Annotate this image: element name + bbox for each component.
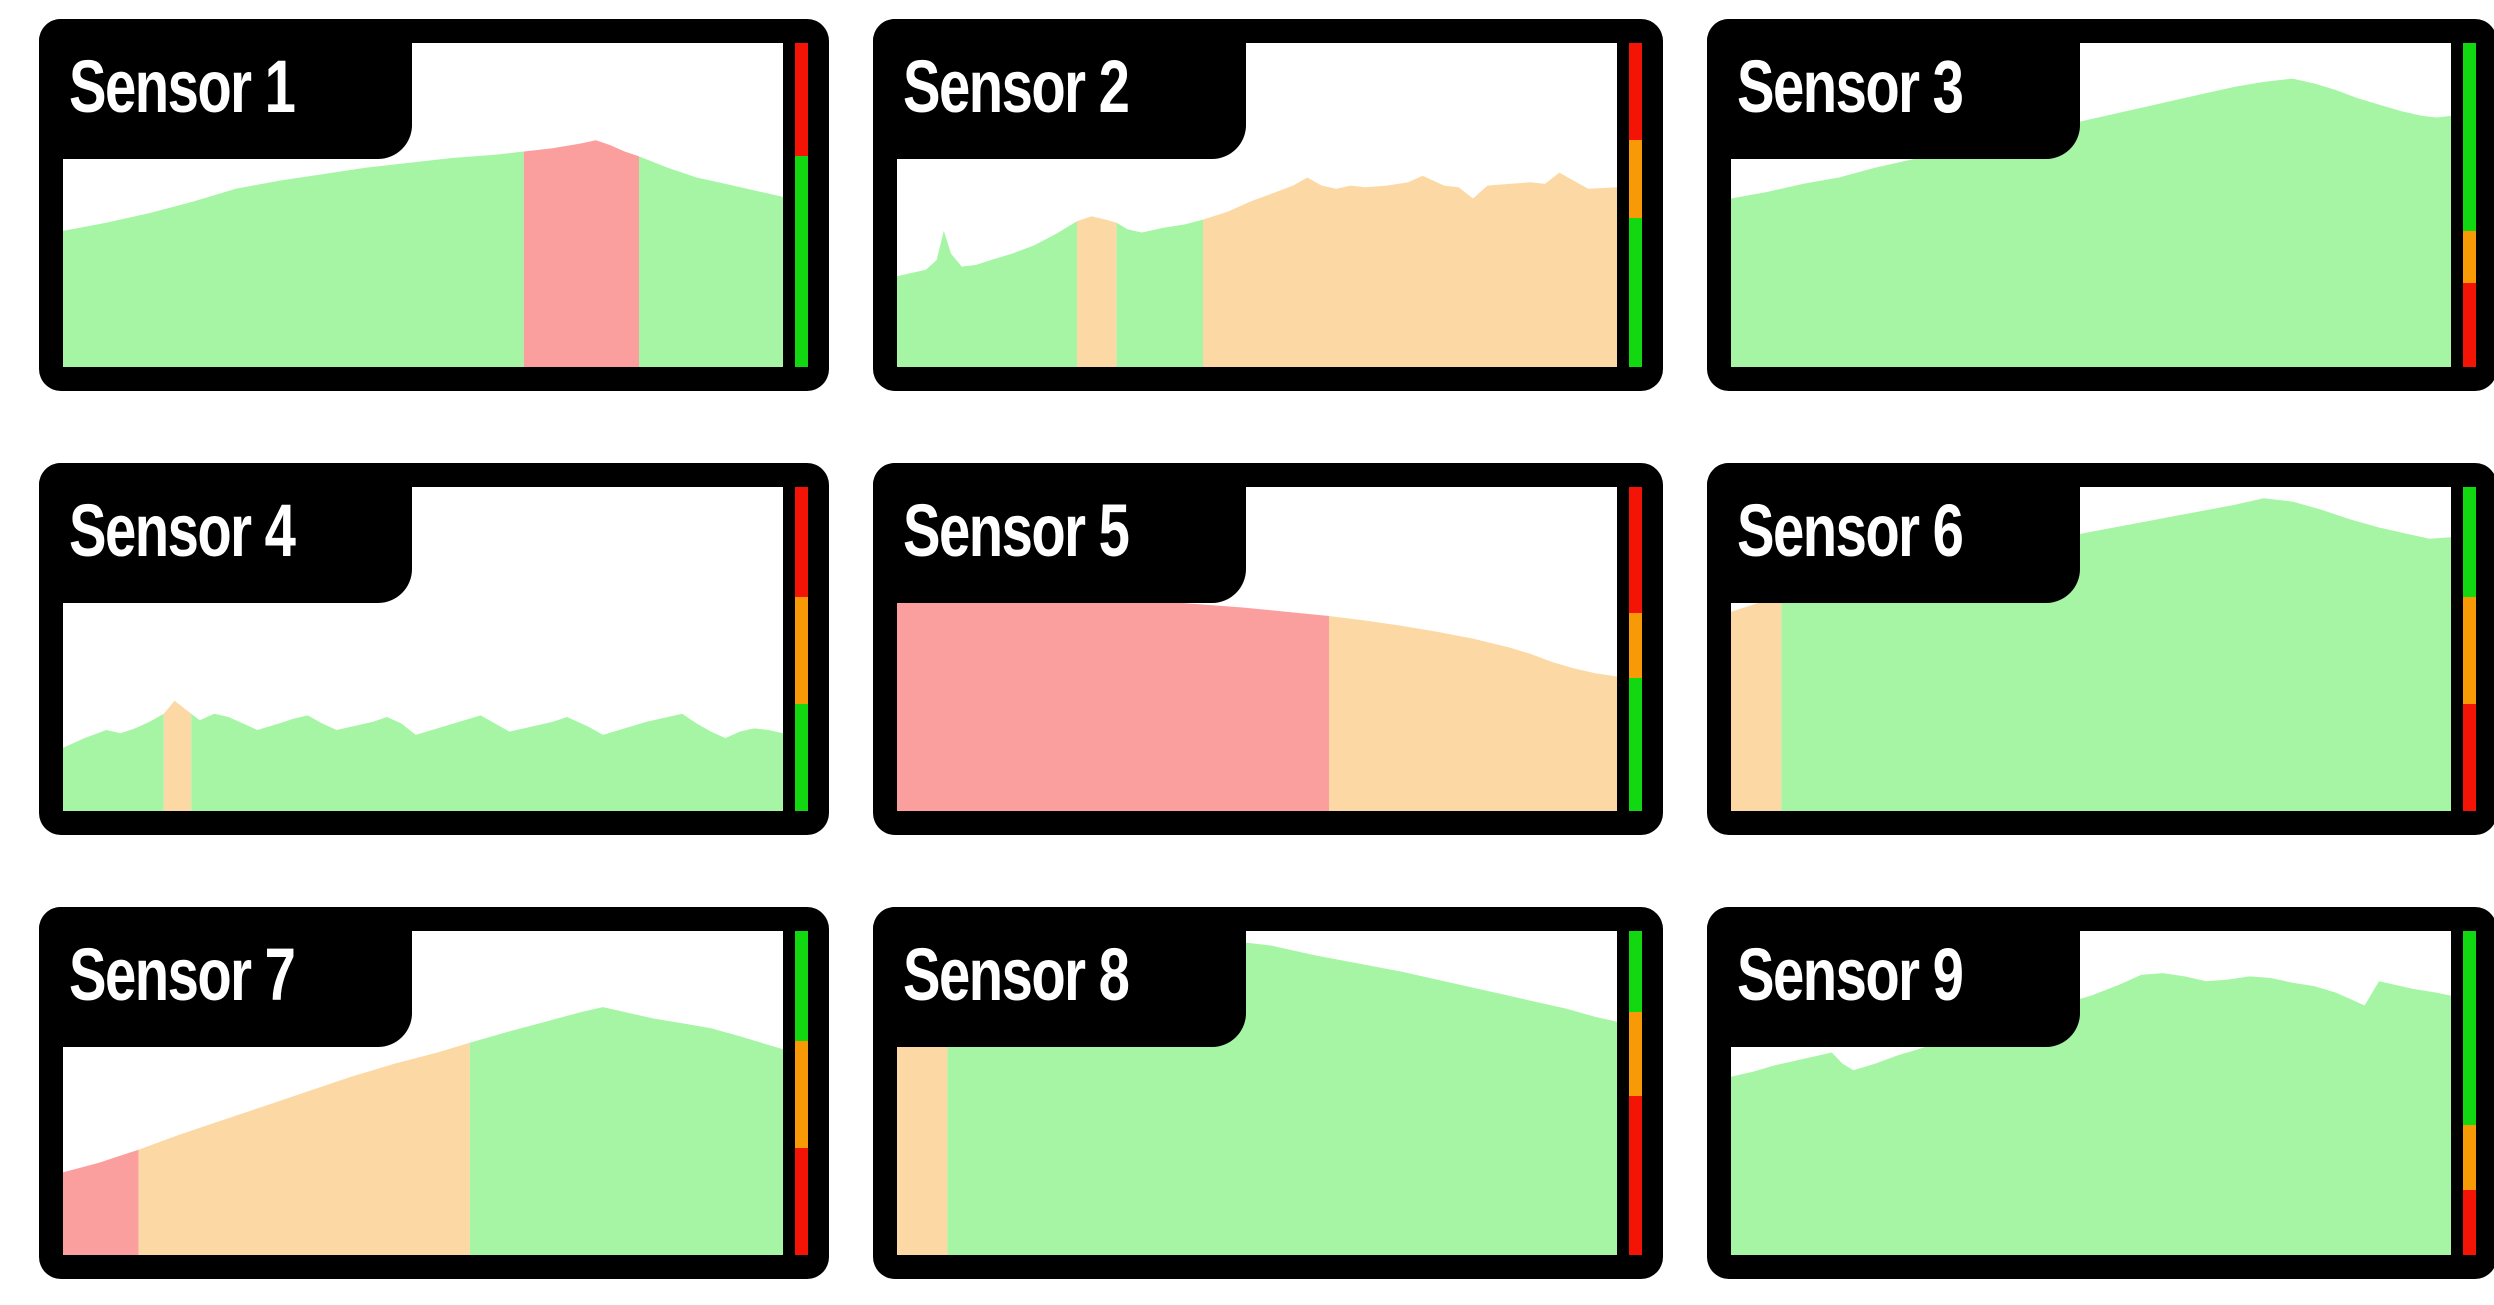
threshold-strip — [2463, 43, 2476, 367]
strip-zone-red — [2463, 282, 2476, 367]
area-chart-container — [63, 931, 783, 1255]
panel-title: Sensor 8 — [903, 932, 1130, 1016]
panel-title: Sensor 1 — [69, 44, 296, 128]
area-chart — [63, 1007, 783, 1255]
area-segment-red — [897, 590, 1329, 811]
panel-title-plate: Sensor 2 — [873, 19, 1246, 159]
area-chart — [897, 172, 1617, 367]
area-segment-green — [1731, 973, 2451, 1255]
panel-title: Sensor 5 — [903, 488, 1130, 572]
panel-title-plate: Sensor 4 — [39, 463, 412, 603]
panel-title-plate: Sensor 9 — [1707, 907, 2080, 1047]
strip-zone-green — [2463, 43, 2476, 231]
area-chart-container — [63, 43, 783, 367]
strip-zone-red — [1629, 43, 1642, 141]
strip-zone-orange — [1629, 140, 1642, 218]
area-segment-green — [639, 156, 783, 367]
area-chart-container — [897, 43, 1617, 367]
panel-title-plate: Sensor 8 — [873, 907, 1246, 1047]
sensor-panel-8[interactable]: Sensor 8 — [873, 907, 1663, 1279]
panel-title: Sensor 2 — [903, 44, 1130, 128]
strip-zone-green — [2463, 487, 2476, 598]
strip-zone-orange — [795, 1041, 808, 1149]
sensor-panel-2[interactable]: Sensor 2 — [873, 19, 1663, 391]
strip-zone-red — [795, 1148, 808, 1255]
strip-zone-red — [2463, 1190, 2476, 1255]
strip-zone-red — [1629, 487, 1642, 614]
area-chart — [1731, 78, 2451, 367]
area-chart — [63, 700, 783, 811]
sensor-panel-4[interactable]: Sensor 4 — [39, 463, 829, 835]
area-segment-green — [191, 713, 783, 811]
area-segment-orange — [1203, 172, 1617, 367]
area-chart — [1731, 973, 2451, 1255]
panel-title: Sensor 9 — [1737, 932, 1964, 1016]
panel-title: Sensor 3 — [1737, 44, 1964, 128]
area-segment-orange — [897, 1029, 948, 1255]
strip-zone-green — [795, 704, 808, 811]
strip-zone-orange — [1629, 1012, 1642, 1097]
strip-zone-red — [795, 487, 808, 598]
area-segment-green — [63, 151, 524, 367]
area-chart-container — [897, 931, 1617, 1255]
area-segment-red — [63, 1149, 139, 1255]
threshold-strip — [795, 487, 808, 811]
area-segment-orange — [1731, 595, 1782, 811]
area-segment-green — [63, 713, 164, 811]
area-segment-green — [897, 221, 1077, 367]
threshold-strip — [1629, 43, 1642, 368]
panel-title-plate: Sensor 5 — [873, 463, 1246, 603]
strip-zone-green — [795, 931, 808, 1042]
area-segment-orange — [163, 700, 192, 811]
threshold-strip — [795, 931, 808, 1255]
threshold-strip — [1629, 931, 1642, 1255]
sensor-panel-3[interactable]: Sensor 3 — [1707, 19, 2494, 391]
area-segment-green — [1731, 78, 2451, 367]
strip-zone-orange — [2463, 597, 2476, 705]
strip-zone-orange — [1629, 613, 1642, 679]
threshold-strip — [2463, 487, 2476, 811]
area-segment-orange — [138, 1042, 470, 1255]
panel-title: Sensor 6 — [1737, 488, 1964, 572]
area-segment-green — [1116, 219, 1203, 367]
area-chart — [63, 140, 783, 367]
strip-zone-green — [1629, 931, 1642, 1012]
area-segment-red — [523, 140, 639, 367]
sensor-panel-5[interactable]: Sensor 5 — [873, 463, 1663, 835]
strip-zone-green — [1629, 678, 1642, 811]
sensor-panel-7[interactable]: Sensor 7 — [39, 907, 829, 1279]
area-segment-orange — [1329, 616, 1617, 811]
strip-zone-green — [2463, 931, 2476, 1126]
threshold-strip — [2463, 931, 2476, 1255]
panel-title-plate: Sensor 3 — [1707, 19, 2080, 159]
sensor-panel-1[interactable]: Sensor 1 — [39, 19, 829, 391]
strip-zone-red — [795, 43, 808, 157]
sensor-panel-6[interactable]: Sensor 6 — [1707, 463, 2494, 835]
panel-title-plate: Sensor 6 — [1707, 463, 2080, 603]
area-segment-orange — [1077, 216, 1117, 367]
area-chart — [897, 590, 1617, 811]
area-chart-container — [897, 487, 1617, 811]
threshold-strip — [1629, 487, 1642, 811]
strip-zone-orange — [795, 597, 808, 705]
panel-title: Sensor 7 — [69, 932, 296, 1016]
strip-zone-green — [1629, 217, 1642, 368]
panel-title-plate: Sensor 1 — [39, 19, 412, 159]
strip-zone-orange — [2463, 230, 2476, 283]
sensor-panel-9[interactable]: Sensor 9 — [1707, 907, 2494, 1279]
panel-title: Sensor 4 — [69, 488, 296, 572]
strip-zone-orange — [2463, 1125, 2476, 1191]
strip-zone-red — [2463, 704, 2476, 811]
area-segment-green — [469, 1007, 783, 1255]
strip-zone-red — [1629, 1096, 1642, 1255]
panel-title-plate: Sensor 7 — [39, 907, 412, 1047]
threshold-strip — [795, 43, 808, 367]
strip-zone-green — [795, 156, 808, 367]
